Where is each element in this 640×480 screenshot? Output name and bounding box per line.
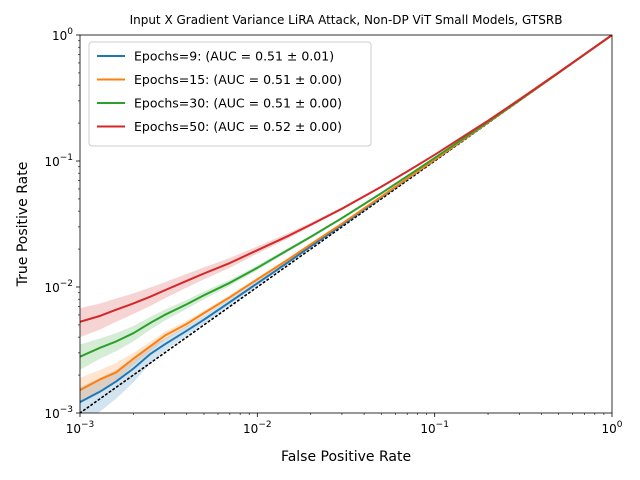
- legend-label-1: Epochs=9: (AUC = 0.51 ± 0.01): [134, 49, 334, 64]
- legend: Epochs=9: (AUC = 0.51 ± 0.01) Epochs=15: …: [88, 41, 372, 147]
- y-tick-label-3: 10−1: [44, 153, 73, 169]
- legend-label-4: Epochs=50: (AUC = 0.52 ± 0.00): [134, 119, 342, 134]
- chart-title: Input X Gradient Variance LiRA Attack, N…: [130, 13, 563, 27]
- x-tick-label-4: 100: [601, 420, 622, 436]
- series-4-confidence-band: [80, 35, 612, 338]
- series-lines: [80, 35, 612, 404]
- y-tick-label-1: 10−3: [44, 405, 73, 421]
- x-tick-label-1: 10−3: [66, 420, 95, 436]
- series-3-confidence-band: [80, 35, 612, 370]
- y-tick-label-4: 100: [52, 27, 73, 43]
- x-axis: 10−3 10−2 10−1 100: [66, 413, 623, 436]
- y-axis: 10−3 10−2 10−1 100: [44, 27, 80, 421]
- plot-frame: [79, 34, 613, 414]
- x-tick-label-3: 10−1: [420, 420, 449, 436]
- x-axis-label: False Positive Rate: [281, 449, 411, 465]
- series-4-line: [80, 35, 612, 323]
- x-tick-label-2: 10−2: [243, 420, 272, 436]
- legend-box: [88, 41, 372, 147]
- y-axis-label: True Positive Rate: [15, 162, 31, 288]
- y-tick-label-2: 10−2: [44, 279, 73, 295]
- legend-label-3: Epochs=30: (AUC = 0.51 ± 0.00): [134, 96, 342, 111]
- legend-label-2: Epochs=15: (AUC = 0.51 ± 0.00): [134, 72, 342, 87]
